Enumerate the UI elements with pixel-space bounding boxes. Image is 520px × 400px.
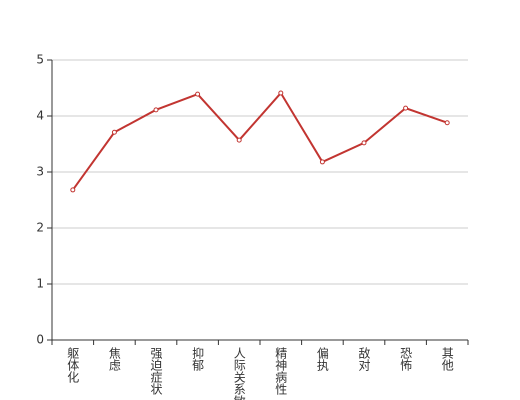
x-tick-label: 恐怖 <box>399 347 413 371</box>
x-tick-label: 敌对 <box>357 346 371 371</box>
point <box>70 187 76 193</box>
x-tick-label: 焦虑 <box>107 347 121 371</box>
point <box>361 140 367 146</box>
y-tick-label: 1 <box>36 277 44 291</box>
line <box>71 91 448 191</box>
point <box>111 129 117 135</box>
y-tick-label: 2 <box>36 221 44 235</box>
y-tick-label: 0 <box>36 333 44 347</box>
x-tick-label: 抑郁 <box>191 346 205 372</box>
point <box>403 105 409 111</box>
point <box>236 137 242 143</box>
point <box>153 107 159 113</box>
point <box>195 91 201 97</box>
x-tick-label: 精神病性 <box>274 347 288 396</box>
point <box>444 120 450 126</box>
x-tick-label: 躯体化 <box>66 346 80 384</box>
x-tick-label: 人际关系敏感 <box>232 347 246 400</box>
x-tick-label: 强迫症状 <box>149 347 163 395</box>
x-tick-label: 偏执 <box>315 346 329 372</box>
point <box>278 90 284 96</box>
y-tick-label: 3 <box>36 165 44 179</box>
y-tick-label: 5 <box>36 53 44 67</box>
y-tick-label: 4 <box>36 109 44 123</box>
point <box>319 159 325 165</box>
x-tick-label: 其他 <box>440 347 454 371</box>
